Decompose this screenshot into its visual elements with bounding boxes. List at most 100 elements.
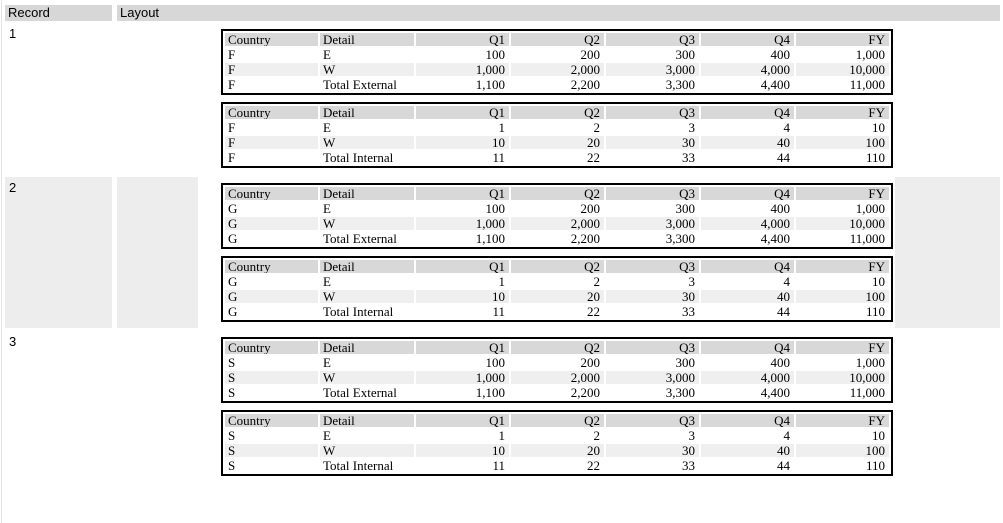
column-header: Country: [225, 260, 318, 273]
column-header: Q3: [606, 414, 699, 427]
column-header: Q1: [416, 414, 509, 427]
table-cell: G: [228, 275, 238, 288]
table-cell: Total Internal: [323, 459, 394, 472]
table-cell: 22: [587, 151, 600, 164]
table-cell: 1: [498, 429, 506, 442]
column-header: Country: [225, 187, 318, 200]
table-cell: 2: [593, 429, 601, 442]
table-cell: 3: [688, 275, 696, 288]
table-cell: 1,000: [855, 202, 885, 215]
table-cell: 110: [865, 459, 885, 472]
table-header-row: Country Detail Q1 Q2 Q3 Q4 FY: [225, 187, 889, 200]
table-cell: 3,300: [665, 232, 695, 245]
table-cell: 1,100: [475, 386, 505, 399]
table-header-row: Country Detail Q1 Q2 Q3 Q4 FY: [225, 341, 889, 354]
record-label: 1: [9, 26, 17, 41]
internal-summary-table: Country Detail Q1 Q2 Q3 Q4 FY G E 1 2 3 4 10 G W 10 20 30 4…: [221, 256, 893, 322]
table-cell: S: [225, 371, 318, 384]
table-header-row: Country Detail Q1 Q2 Q3 Q4 FY: [225, 260, 889, 273]
column-header: Q3: [606, 187, 699, 200]
table-cell: 200: [580, 202, 601, 215]
record-label: 2: [5, 177, 112, 328]
table-cell: E: [323, 121, 331, 134]
table-cell: 1: [498, 121, 506, 134]
table-row: S Total Internal 11 22 33 44 110: [225, 459, 889, 472]
table-cell: 4: [783, 429, 791, 442]
table-cell: 10: [872, 275, 885, 288]
table-cell: G: [225, 217, 318, 230]
table-cell: W: [320, 63, 414, 76]
column-header: Q2: [511, 341, 604, 354]
column-header: Q4: [701, 341, 794, 354]
table-cell: 3,000: [606, 217, 699, 230]
table-cell: 1,100: [475, 232, 505, 245]
table-cell: S: [228, 356, 236, 369]
table-cell: 300: [675, 202, 696, 215]
table-cell: W: [320, 217, 414, 230]
table-cell: 30: [606, 136, 699, 149]
table-cell: 100: [796, 444, 889, 457]
table-cell: 110: [865, 305, 885, 318]
table-row: F W 1,000 2,000 3,000 4,000 10,000: [225, 63, 889, 76]
table-cell: 2,200: [570, 232, 600, 245]
external-summary-table: Country Detail Q1 Q2 Q3 Q4 FY F E 100 200 300 400 1,0…: [221, 29, 893, 95]
record-row: 1 Country Detail Q1 Q2 Q3 Q4 FY F E 100 200 300 400 1…: [5, 23, 1000, 174]
layout-cell: Country Detail Q1 Q2 Q3 Q4 FY F E 100 200 300 400 1,0…: [117, 23, 1000, 174]
column-header: Detail: [320, 187, 414, 200]
column-header: Q3: [606, 33, 699, 46]
table-row: F E 1 2 3 4 10: [225, 121, 889, 134]
column-header: FY: [796, 414, 889, 427]
table-cell: F: [225, 136, 318, 149]
table-cell: F: [228, 121, 236, 134]
table-cell: 1,000: [855, 48, 885, 61]
column-header: Detail: [320, 106, 414, 119]
table-cell: E: [323, 48, 331, 61]
table-row: G E 1 2 3 4 10: [225, 275, 889, 288]
table-cell: 20: [511, 136, 604, 149]
table-cell: 100: [796, 136, 889, 149]
column-header: FY: [796, 33, 889, 46]
table-cell: 4,000: [701, 371, 794, 384]
table-row: G Total Internal 11 22 33 44 110: [225, 305, 889, 318]
table-cell: W: [320, 444, 414, 457]
table-row: G Total External 1,100 2,200 3,300 4,400 11,00…: [225, 232, 889, 245]
table-cell: 2,200: [570, 78, 600, 91]
table-cell: 22: [587, 459, 600, 472]
table-cell: 100: [485, 202, 506, 215]
column-header: Q4: [701, 187, 794, 200]
table-cell: 2,000: [511, 63, 604, 76]
table-row: F Total External 1,100 2,200 3,300 4,400 11,00…: [225, 78, 889, 91]
grid-header-row: Record Layout: [5, 5, 1000, 21]
table-cell: 11,000: [849, 232, 885, 245]
table-cell: 10,000: [796, 217, 889, 230]
internal-summary-table: Country Detail Q1 Q2 Q3 Q4 FY F E 1 2 3 4 10 F W 10 20 30 4…: [221, 102, 893, 168]
column-header-record: Record: [5, 5, 112, 21]
layout-cell: Country Detail Q1 Q2 Q3 Q4 FY G E 100 200 300 400 1,0…: [117, 177, 1000, 328]
table-cell: E: [323, 356, 331, 369]
table-cell: 10,000: [796, 371, 889, 384]
table-cell: 10,000: [796, 63, 889, 76]
table-cell: 44: [777, 151, 790, 164]
table-cell: 300: [675, 356, 696, 369]
table-cell: 4,400: [760, 78, 790, 91]
table-cell: Total External: [323, 232, 397, 245]
column-header: Q1: [416, 106, 509, 119]
table-cell: 2,200: [570, 386, 600, 399]
column-header: Q2: [511, 187, 604, 200]
table-cell: 1,000: [416, 63, 509, 76]
table-cell: 4: [783, 275, 791, 288]
table-row: F W 10 20 30 40 100: [225, 136, 889, 149]
table-cell: 1,100: [475, 78, 505, 91]
table-cell: 4,400: [760, 232, 790, 245]
table-cell: S: [228, 386, 236, 399]
table-cell: 2: [593, 121, 601, 134]
column-header: Q4: [701, 414, 794, 427]
table-cell: 4,000: [701, 217, 794, 230]
column-header: Q3: [606, 106, 699, 119]
table-cell: Total External: [323, 78, 397, 91]
table-cell: 10: [872, 429, 885, 442]
column-header: Country: [225, 106, 318, 119]
table-cell: 44: [777, 305, 790, 318]
column-header: FY: [796, 341, 889, 354]
table-cell: 33: [682, 459, 695, 472]
